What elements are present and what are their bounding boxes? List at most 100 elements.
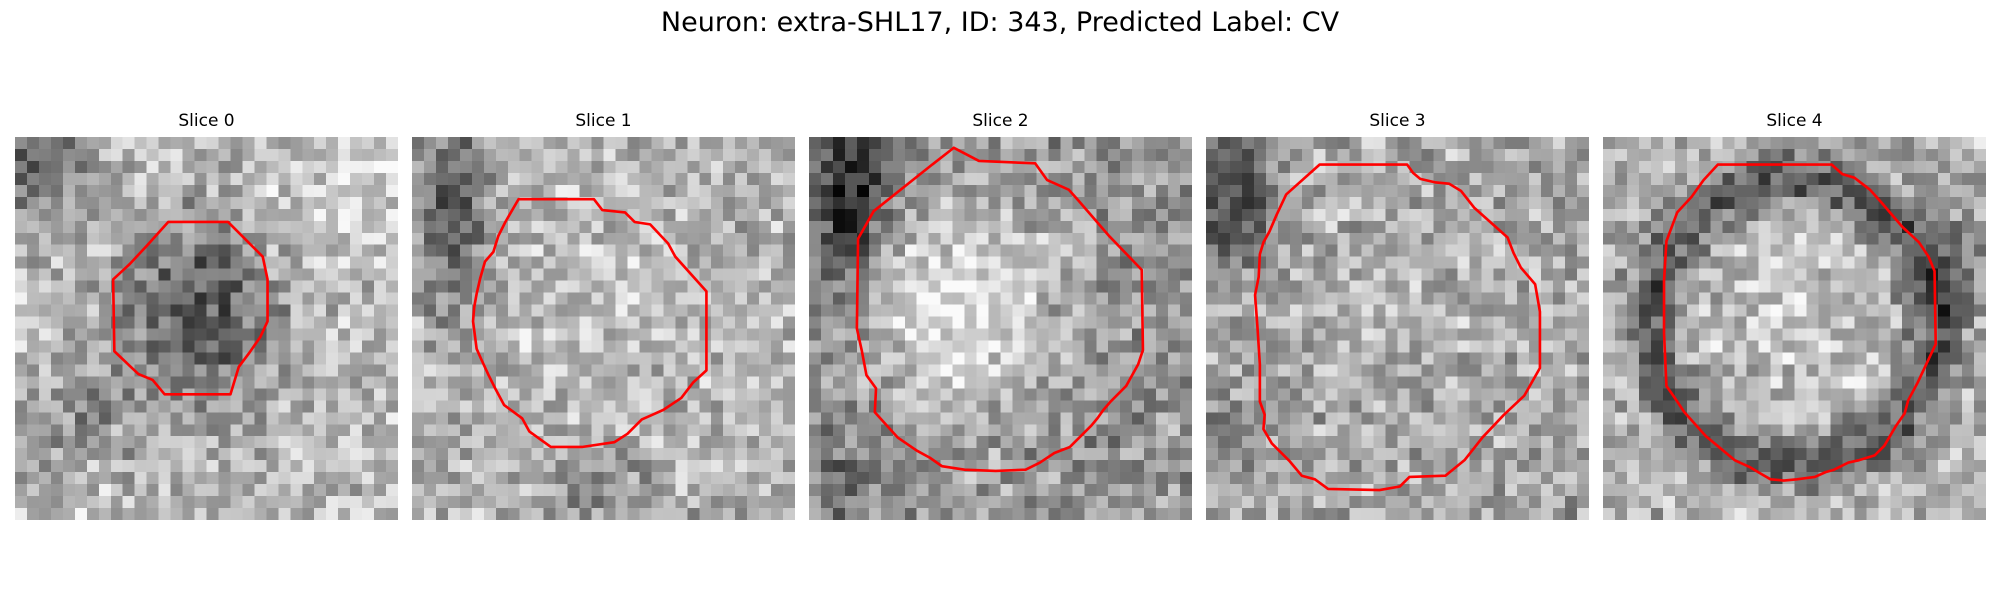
slice-0-pixel [63, 364, 75, 376]
slice-1-pixel [472, 197, 484, 209]
slice-1-pixel [615, 257, 627, 269]
slice-2-pixel [1180, 484, 1192, 496]
slice-0-pixel [99, 436, 111, 448]
slice-0-pixel [51, 281, 63, 293]
slice-3-pixel [1421, 185, 1433, 197]
slice-2-pixel [905, 293, 917, 305]
slice-3-pixel [1326, 352, 1338, 364]
slice-4-pixel [1902, 424, 1914, 436]
slice-2-pixel [1012, 329, 1024, 341]
slice-4-pixel [1962, 269, 1974, 281]
slice-1-pixel [448, 436, 460, 448]
slice-2-pixel [1048, 293, 1060, 305]
slice-1-pixel [627, 269, 639, 281]
slice-2-pixel [965, 484, 977, 496]
slice-0-pixel [171, 448, 183, 460]
slice-1-pixel [604, 269, 616, 281]
slice-1-pixel [580, 496, 592, 508]
slice-3-pixel [1290, 281, 1302, 293]
slice-3-pixel [1565, 281, 1577, 293]
slice-1-pixel [580, 460, 592, 472]
slice-2-pixel [1096, 424, 1108, 436]
slice-3-pixel [1350, 173, 1362, 185]
slice-2-pixel [965, 233, 977, 245]
slice-4-pixel [1866, 436, 1878, 448]
slice-2-pixel [1084, 269, 1096, 281]
slice-0-pixel [75, 197, 87, 209]
slice-4-pixel [1890, 245, 1902, 257]
slice-4-pixel [1627, 221, 1639, 233]
slice-2-pixel [881, 161, 893, 173]
slice-1-pixel [448, 161, 460, 173]
slice-1-pixel [580, 245, 592, 257]
slice-4-pixel [1675, 137, 1687, 149]
slice-2-pixel [1180, 245, 1192, 257]
slice-0-pixel [99, 424, 111, 436]
slice-4-pixel [1675, 221, 1687, 233]
slice-0-pixel [63, 293, 75, 305]
slice-1-pixel [472, 412, 484, 424]
slice-4-pixel [1627, 257, 1639, 269]
slice-4-pixel [1854, 221, 1866, 233]
slice-2-pixel [953, 221, 965, 233]
slice-4-pixel [1926, 209, 1938, 221]
slice-4-pixel [1830, 209, 1842, 221]
slice-1-pixel [759, 317, 771, 329]
slice-3-pixel [1433, 149, 1445, 161]
slice-3-pixel [1326, 340, 1338, 352]
slice-0-pixel [242, 269, 254, 281]
slice-3-pixel [1314, 197, 1326, 209]
slice-3-pixel [1206, 484, 1218, 496]
slice-4-pixel [1759, 293, 1771, 305]
slice-1-pixel [568, 257, 580, 269]
slice-0-pixel [386, 161, 398, 173]
slice-1-pixel [544, 400, 556, 412]
slice-1-pixel [580, 329, 592, 341]
slice-0-pixel [195, 269, 207, 281]
slice-1-pixel [508, 484, 520, 496]
slice-1-pixel [604, 400, 616, 412]
slice-2-pixel [1144, 400, 1156, 412]
slice-1-pixel [592, 257, 604, 269]
slice-4-pixel [1842, 161, 1854, 173]
slice-0-pixel [51, 293, 63, 305]
slice-3-pixel [1577, 329, 1589, 341]
slice-1-pixel [448, 376, 460, 388]
slice-2-pixel [1132, 448, 1144, 460]
slice-3-pixel [1481, 233, 1493, 245]
slice-1-pixel [675, 364, 687, 376]
slice-4-pixel [1675, 424, 1687, 436]
slice-4-pixel [1735, 269, 1747, 281]
slice-3-pixel [1433, 448, 1445, 460]
slice-4-pixel [1651, 293, 1663, 305]
slice-0-pixel [147, 305, 159, 317]
slice-3-pixel [1505, 197, 1517, 209]
slice-0-pixel [302, 340, 314, 352]
slice-2-pixel [953, 364, 965, 376]
slice-3-pixel [1433, 329, 1445, 341]
slice-4-pixel [1890, 317, 1902, 329]
slice-0-pixel [123, 472, 135, 484]
slice-1-pixel [412, 185, 424, 197]
slice-1-pixel [448, 269, 460, 281]
slice-4-pixel [1651, 209, 1663, 221]
slice-3-pixel [1230, 364, 1242, 376]
slice-1-pixel [615, 329, 627, 341]
slice-4-pixel [1663, 161, 1675, 173]
slice-4-pixel [1962, 161, 1974, 173]
slice-0-pixel [242, 209, 254, 221]
slice-0-pixel [230, 508, 242, 520]
slice-0-pixel [254, 484, 266, 496]
slice-3-pixel [1433, 233, 1445, 245]
slice-3-pixel [1409, 281, 1421, 293]
slice-0-pixel [183, 376, 195, 388]
slice-2-pixel [1048, 149, 1060, 161]
slice-2-pixel [1072, 149, 1084, 161]
slice-4-pixel [1950, 233, 1962, 245]
slice-2-pixel [1024, 185, 1036, 197]
slice-2-pixel [941, 221, 953, 233]
slice-1-pixel [663, 137, 675, 149]
slice-4-pixel [1771, 269, 1783, 281]
slice-3-pixel [1445, 161, 1457, 173]
slice-0-pixel [374, 269, 386, 281]
